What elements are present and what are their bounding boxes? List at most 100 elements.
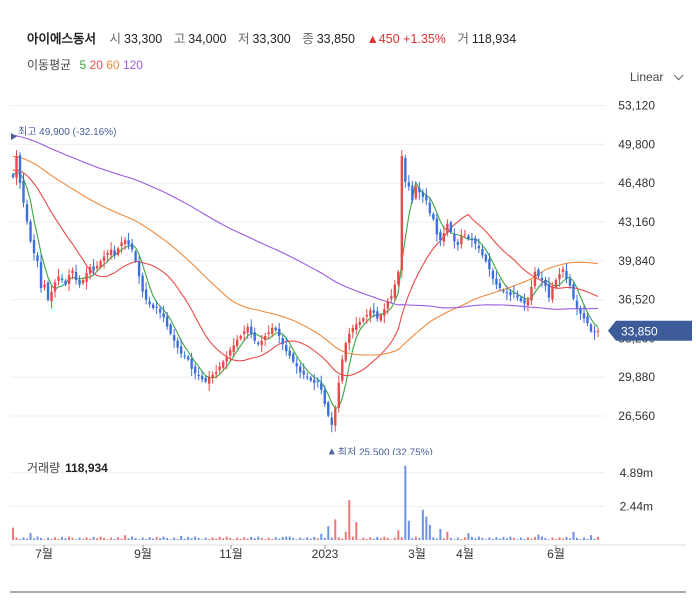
volume-bar [586, 538, 589, 540]
candle [330, 411, 333, 433]
volume-bar [498, 538, 501, 540]
volume-bar [134, 537, 137, 540]
min-marker-icon [328, 448, 335, 455]
x-tick-label: 11월 [219, 547, 243, 561]
y-tick-label: 39,840 [618, 254, 655, 268]
volume-bar [68, 536, 71, 540]
moving-average-legend[interactable]: 이동평균 5 20 60 120 [27, 56, 143, 73]
volume-bar [145, 538, 148, 540]
max-marker-icon [11, 133, 17, 140]
candle [134, 249, 137, 263]
change-pct: +1.35% [403, 32, 446, 46]
volume-bar [337, 537, 340, 540]
volume-bar [397, 530, 400, 540]
volume-bar [348, 500, 351, 540]
volume-bar [57, 538, 60, 540]
volume-bar [351, 536, 354, 540]
candle [575, 294, 579, 316]
candle [148, 296, 151, 308]
volume-bar [92, 536, 95, 540]
candle [176, 337, 179, 354]
candle [197, 367, 200, 381]
volume-bar [362, 537, 365, 540]
volume-bar [523, 538, 526, 540]
candle [207, 370, 211, 392]
low-label: 저 [237, 32, 250, 46]
candle [274, 326, 277, 332]
candle [204, 376, 207, 384]
scale-dropdown[interactable]: Linear [630, 70, 684, 84]
candle [393, 280, 397, 301]
volume-bar [309, 538, 312, 540]
volume-bar [383, 536, 386, 540]
candle [169, 322, 172, 336]
volume-bar [89, 538, 92, 540]
volume-panel-label: 거래량 [27, 461, 61, 475]
scale-dropdown-label: Linear [630, 70, 664, 84]
volume-bar [372, 538, 375, 540]
candle [141, 272, 144, 298]
candle [260, 334, 263, 353]
volume-bar [446, 531, 449, 540]
volume-bar [47, 537, 50, 540]
volume-bar [299, 537, 302, 540]
candle [144, 282, 148, 305]
candle [313, 373, 316, 391]
candle [36, 251, 39, 268]
volume-bar [540, 536, 543, 540]
ma-60: 60 [106, 58, 120, 72]
volume-bar [155, 536, 158, 540]
x-tick-label: 6월 [547, 547, 565, 561]
candle [365, 309, 369, 324]
volume-bar [439, 529, 442, 540]
candle [250, 319, 253, 339]
candle [18, 152, 22, 189]
volume-bar [36, 536, 39, 540]
candle [214, 364, 218, 379]
volume-bar [411, 538, 414, 540]
candle [449, 220, 453, 234]
candle [43, 280, 46, 291]
candle [239, 334, 242, 341]
candle [428, 197, 432, 217]
candle [561, 266, 565, 278]
volume-bar [404, 465, 407, 540]
volume-bar [334, 519, 337, 540]
volume-bar [355, 522, 358, 540]
volume-bar [323, 537, 326, 540]
candle [211, 371, 214, 384]
volume-bar [274, 537, 277, 540]
ma-20: 20 [89, 58, 103, 72]
candle [102, 250, 106, 269]
candle [299, 363, 302, 379]
candle [316, 377, 319, 388]
candle [50, 285, 53, 309]
volume-bar [232, 539, 235, 540]
volume-bar [218, 536, 221, 540]
volume-bar [183, 538, 186, 540]
volume-bar [194, 536, 197, 540]
volume-bar [278, 538, 281, 540]
current-price-label: 33,850 [621, 324, 658, 338]
candle [271, 323, 274, 338]
volume-bar [561, 538, 564, 540]
candle [78, 275, 81, 288]
candle [439, 229, 442, 247]
volume-bar [400, 537, 403, 540]
volume-bar [187, 536, 190, 540]
candle [460, 229, 463, 249]
volume-bar [117, 537, 120, 540]
candle [11, 172, 15, 179]
candle [116, 246, 120, 257]
max-price-annotation: 최고 49,900 (-32.16%) [18, 126, 116, 138]
volume-tick-label: 2.44m [620, 499, 653, 513]
candle [267, 325, 270, 339]
candle [323, 385, 326, 407]
candle [32, 233, 36, 261]
candle [516, 290, 519, 301]
candle [22, 173, 25, 208]
volume-bar [201, 539, 204, 540]
candle [285, 337, 288, 356]
candle [491, 267, 495, 285]
